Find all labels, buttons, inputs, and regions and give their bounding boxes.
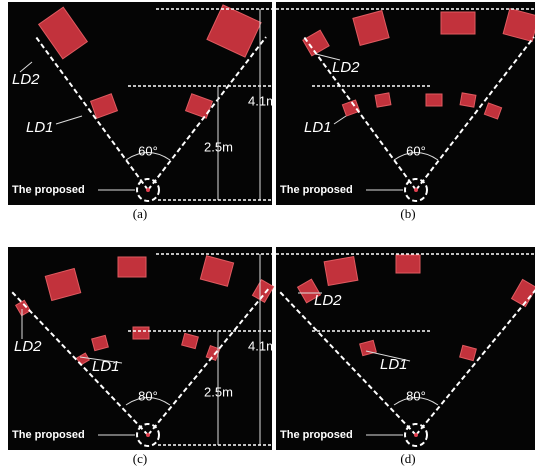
ld1-label: LD1 bbox=[26, 119, 54, 136]
ld2-label: LD2 bbox=[332, 59, 360, 76]
ld2-label: LD2 bbox=[314, 292, 342, 309]
light-block bbox=[441, 12, 475, 34]
far-label: 4.1m bbox=[248, 338, 277, 353]
light-block bbox=[396, 255, 420, 273]
angle-label: 60° bbox=[406, 143, 426, 158]
far-label: 4.1m bbox=[248, 93, 277, 108]
light-block bbox=[118, 257, 146, 277]
near-label: 2.5m bbox=[204, 384, 233, 399]
ld1-label: LD1 bbox=[304, 119, 332, 136]
panel: 80° LD2 LD1 The proposed bbox=[276, 247, 535, 450]
light-block bbox=[375, 93, 391, 107]
caption: (b) bbox=[400, 206, 415, 221]
light-block bbox=[133, 327, 149, 339]
ld1-label: LD1 bbox=[380, 356, 408, 373]
proposed-label: The proposed bbox=[12, 429, 85, 441]
proposed-label: The proposed bbox=[280, 184, 353, 196]
camera bbox=[414, 433, 418, 437]
caption: (c) bbox=[133, 451, 147, 466]
ld2-label: LD2 bbox=[14, 338, 42, 355]
light-block bbox=[426, 94, 442, 106]
panel: 60° 4.1m 2.5m LD2 LD1 The proposed bbox=[8, 2, 277, 205]
camera bbox=[414, 188, 418, 192]
camera bbox=[146, 188, 150, 192]
panel: 60° LD2 LD1 The proposed bbox=[276, 2, 535, 205]
angle-label: 80° bbox=[406, 388, 426, 403]
near-label: 2.5m bbox=[204, 139, 233, 154]
light-block bbox=[324, 257, 358, 286]
proposed-label: The proposed bbox=[12, 184, 85, 196]
caption: (d) bbox=[400, 451, 415, 466]
angle-label: 80° bbox=[138, 388, 158, 403]
camera bbox=[146, 433, 150, 437]
ld2-label: LD2 bbox=[12, 71, 40, 88]
caption: (a) bbox=[133, 206, 147, 221]
panel-bg bbox=[276, 247, 535, 450]
figure: 60° 4.1m 2.5m LD2 LD1 The proposed (a) 60° LD2 LD… bbox=[0, 0, 535, 473]
angle-label: 60° bbox=[138, 143, 158, 158]
proposed-label: The proposed bbox=[280, 429, 353, 441]
light-block bbox=[460, 93, 476, 107]
